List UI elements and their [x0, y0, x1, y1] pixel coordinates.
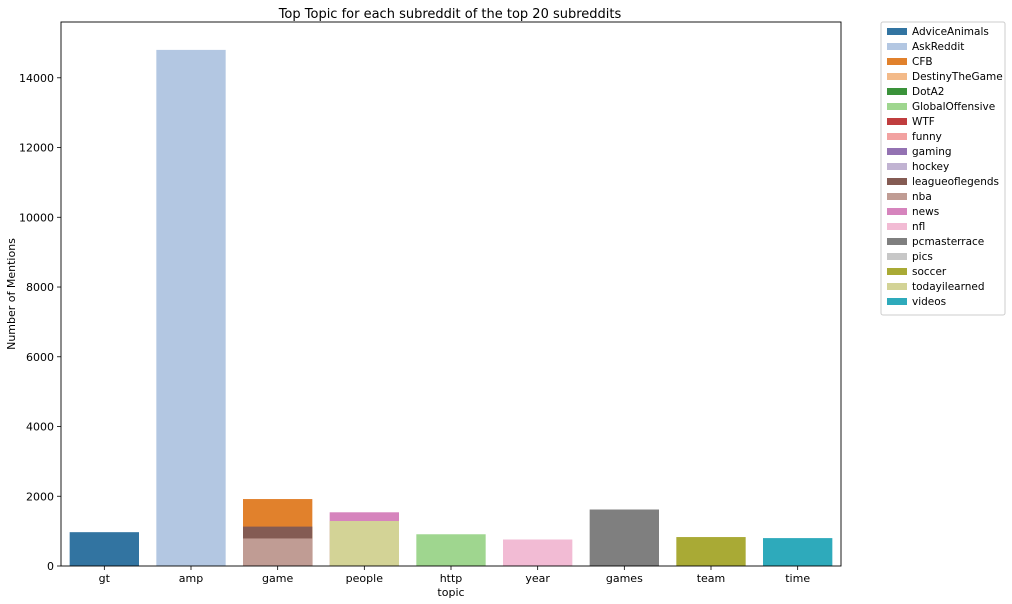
- plot-frame: [60, 21, 842, 567]
- legend-box: [880, 21, 1006, 316]
- bar-nba: [243, 538, 313, 566]
- legend-swatch: [887, 193, 907, 200]
- y-axis-label: Number of Mentions: [5, 238, 18, 350]
- legend-swatch: [887, 133, 907, 140]
- y-tick-label: 0: [47, 560, 54, 573]
- bar-videos: [763, 538, 833, 566]
- bar-askreddit: [156, 49, 226, 566]
- legend-swatch: [887, 73, 907, 80]
- y-tick-label: 6000: [26, 351, 54, 364]
- y-tick-label: 14000: [19, 72, 54, 85]
- bar-soccer: [676, 537, 746, 566]
- legend-label: WTF: [912, 116, 935, 128]
- y-tick-label: 8000: [26, 281, 54, 294]
- legend-swatch: [887, 58, 907, 65]
- x-tick-label: http: [440, 572, 463, 585]
- legend-label: todayilearned: [912, 281, 985, 293]
- legend-swatch: [887, 208, 907, 215]
- legend-label: pics: [912, 251, 933, 263]
- legend-swatch: [887, 148, 907, 155]
- x-axis-label: topic: [437, 586, 464, 599]
- legend-label: nfl: [912, 221, 925, 233]
- legend-swatch: [887, 253, 907, 260]
- legend-label: DotA2: [912, 86, 945, 98]
- x-tick-label: year: [525, 572, 550, 585]
- legend-swatch: [887, 28, 907, 35]
- y-tick-label: 10000: [19, 211, 54, 224]
- y-tick-label: 2000: [26, 490, 54, 503]
- bar-pcmasterrace: [589, 509, 659, 566]
- legend-label: hockey: [912, 161, 949, 173]
- legend-label: videos: [912, 296, 946, 308]
- legend-swatch: [887, 103, 907, 110]
- legend-label: DestinyTheGame: [912, 71, 1003, 83]
- x-axis: gt amp game people http year games team time: [99, 566, 810, 585]
- y-axis: 0 2000 4000 6000 8000 10000 12000 14000: [19, 72, 61, 573]
- y-tick-label: 4000: [26, 421, 54, 434]
- legend-swatch: [887, 118, 907, 125]
- x-tick-label: amp: [179, 572, 203, 585]
- legend-swatch: [887, 178, 907, 185]
- chart-title: Top Topic for each subreddit of the top …: [278, 7, 622, 22]
- legend-label: news: [912, 206, 939, 218]
- legend-swatch: [887, 238, 907, 245]
- legend-swatch: [887, 283, 907, 290]
- bars-group: [69, 49, 833, 566]
- legend-label: AskReddit: [912, 41, 964, 53]
- y-tick-label: 12000: [19, 142, 54, 155]
- plot-area: 0 2000 4000 6000 8000 10000 12000 14000 gt amp ga…: [19, 21, 842, 585]
- x-tick-label: games: [606, 572, 643, 585]
- legend: AdviceAnimals AskReddit CFB DestinyTheGame D…: [880, 21, 1006, 316]
- legend-label: leagueoflegends: [912, 176, 999, 188]
- legend-label: pcmasterrace: [912, 236, 984, 248]
- legend-label: GlobalOffensive: [912, 101, 995, 113]
- legend-label: nba: [912, 191, 932, 203]
- legend-label: AdviceAnimals: [912, 26, 989, 38]
- legend-swatch: [887, 223, 907, 230]
- legend-swatch: [887, 163, 907, 170]
- x-tick-label: team: [697, 572, 726, 585]
- legend-swatch: [887, 43, 907, 50]
- bar-adviceanimals: [69, 532, 139, 566]
- legend-swatch: [887, 298, 907, 305]
- bar-todayilearned: [329, 521, 399, 566]
- x-tick-label: gt: [99, 572, 111, 585]
- x-tick-label: time: [785, 572, 810, 585]
- bar-globaloffensive: [416, 534, 486, 566]
- legend-label: CFB: [912, 56, 933, 68]
- x-tick-label: people: [346, 572, 384, 585]
- bar-nfl: [503, 539, 573, 566]
- legend-label: gaming: [912, 146, 952, 158]
- legend-label: funny: [912, 131, 942, 143]
- legend-label: soccer: [912, 266, 947, 278]
- legend-swatch: [887, 88, 907, 95]
- x-tick-label: game: [262, 572, 293, 585]
- legend-swatch: [887, 268, 907, 275]
